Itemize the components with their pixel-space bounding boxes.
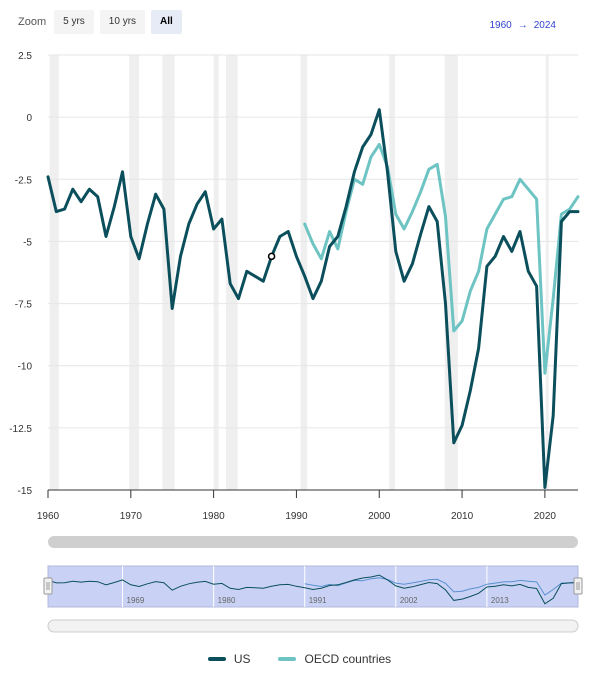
x-tick-label: 2020 [534,511,557,522]
y-tick-label: 2.5 [18,51,32,62]
y-axis: 2.5 0 -2.5 -5 -7.5 -10 -12.5 -15 [9,51,32,497]
recession-band-1 [129,55,140,490]
y-tick-label: 0 [26,113,32,124]
recession-band-8 [545,55,549,490]
scrollbar-top[interactable] [48,536,578,548]
y-tick-label: -2.5 [15,175,33,186]
navigator-label: 1969 [127,596,145,605]
navigator[interactable]: 1969 1980 1991 2002 2013 [43,565,583,608]
recession-band-6 [389,55,395,490]
navigator-label: 1991 [309,596,327,605]
legend-item-oecd[interactable]: OECD countries [278,652,391,666]
range-from[interactable]: 1960 [489,20,512,31]
zoom-10yrs-button[interactable]: 10 yrs [99,10,146,34]
zoom-bar: Zoom 5 yrs 10 yrs All [6,10,188,34]
recession-band-0 [49,55,59,490]
legend: US OECD countries [0,652,599,666]
navigator-handle-left[interactable] [43,577,53,595]
x-tick-label: 1960 [37,511,60,522]
y-tick-label: -7.5 [15,300,33,311]
series-line-us[interactable] [46,108,580,489]
recession-bands [49,55,549,490]
x-tick-label: 2010 [451,511,474,522]
y-tick-label: -12.5 [9,424,32,435]
navigator-handle-right[interactable] [573,577,583,595]
scrollbar-bottom[interactable] [47,619,579,633]
scrollbar-bottom-track[interactable] [47,619,579,633]
y-tick-label: -5 [23,237,32,248]
arrow-right-icon: → [517,20,528,31]
x-axis: 1960 1970 1980 1990 2000 2010 2020 [37,489,578,522]
scrollbar-top-thumb[interactable] [48,536,578,548]
y-tick-label: -10 [18,362,33,373]
zoom-all-button[interactable]: All [151,10,182,34]
x-tick-label: 1970 [120,511,143,522]
navigator-label: 1980 [218,596,236,605]
navigator-label: 2002 [400,596,418,605]
legend-swatch-us [207,657,226,661]
hover-marker[interactable] [267,252,276,261]
recession-band-3 [213,55,219,490]
x-tick-label: 1980 [203,511,226,522]
series-lines [46,108,580,489]
navigator-series-us [47,574,578,605]
legend-label-us: US [233,652,251,666]
legend-item-us[interactable]: US [207,652,251,666]
y-tick-label: -15 [18,486,33,497]
zoom-label: Zoom [18,16,47,28]
gridlines [48,54,578,429]
x-tick-label: 1990 [285,511,308,522]
recession-band-4 [226,55,238,490]
recession-band-7 [444,55,458,490]
navigator-label: 2013 [491,596,509,605]
range-to[interactable]: 2024 [533,20,556,31]
legend-label-oecd: OECD countries [304,652,392,666]
x-tick-label: 2000 [368,511,391,522]
zoom-5yrs-button[interactable]: 5 yrs [54,10,94,34]
date-range: 1960 → 2024 [487,20,560,31]
legend-swatch-oecd [278,657,297,661]
